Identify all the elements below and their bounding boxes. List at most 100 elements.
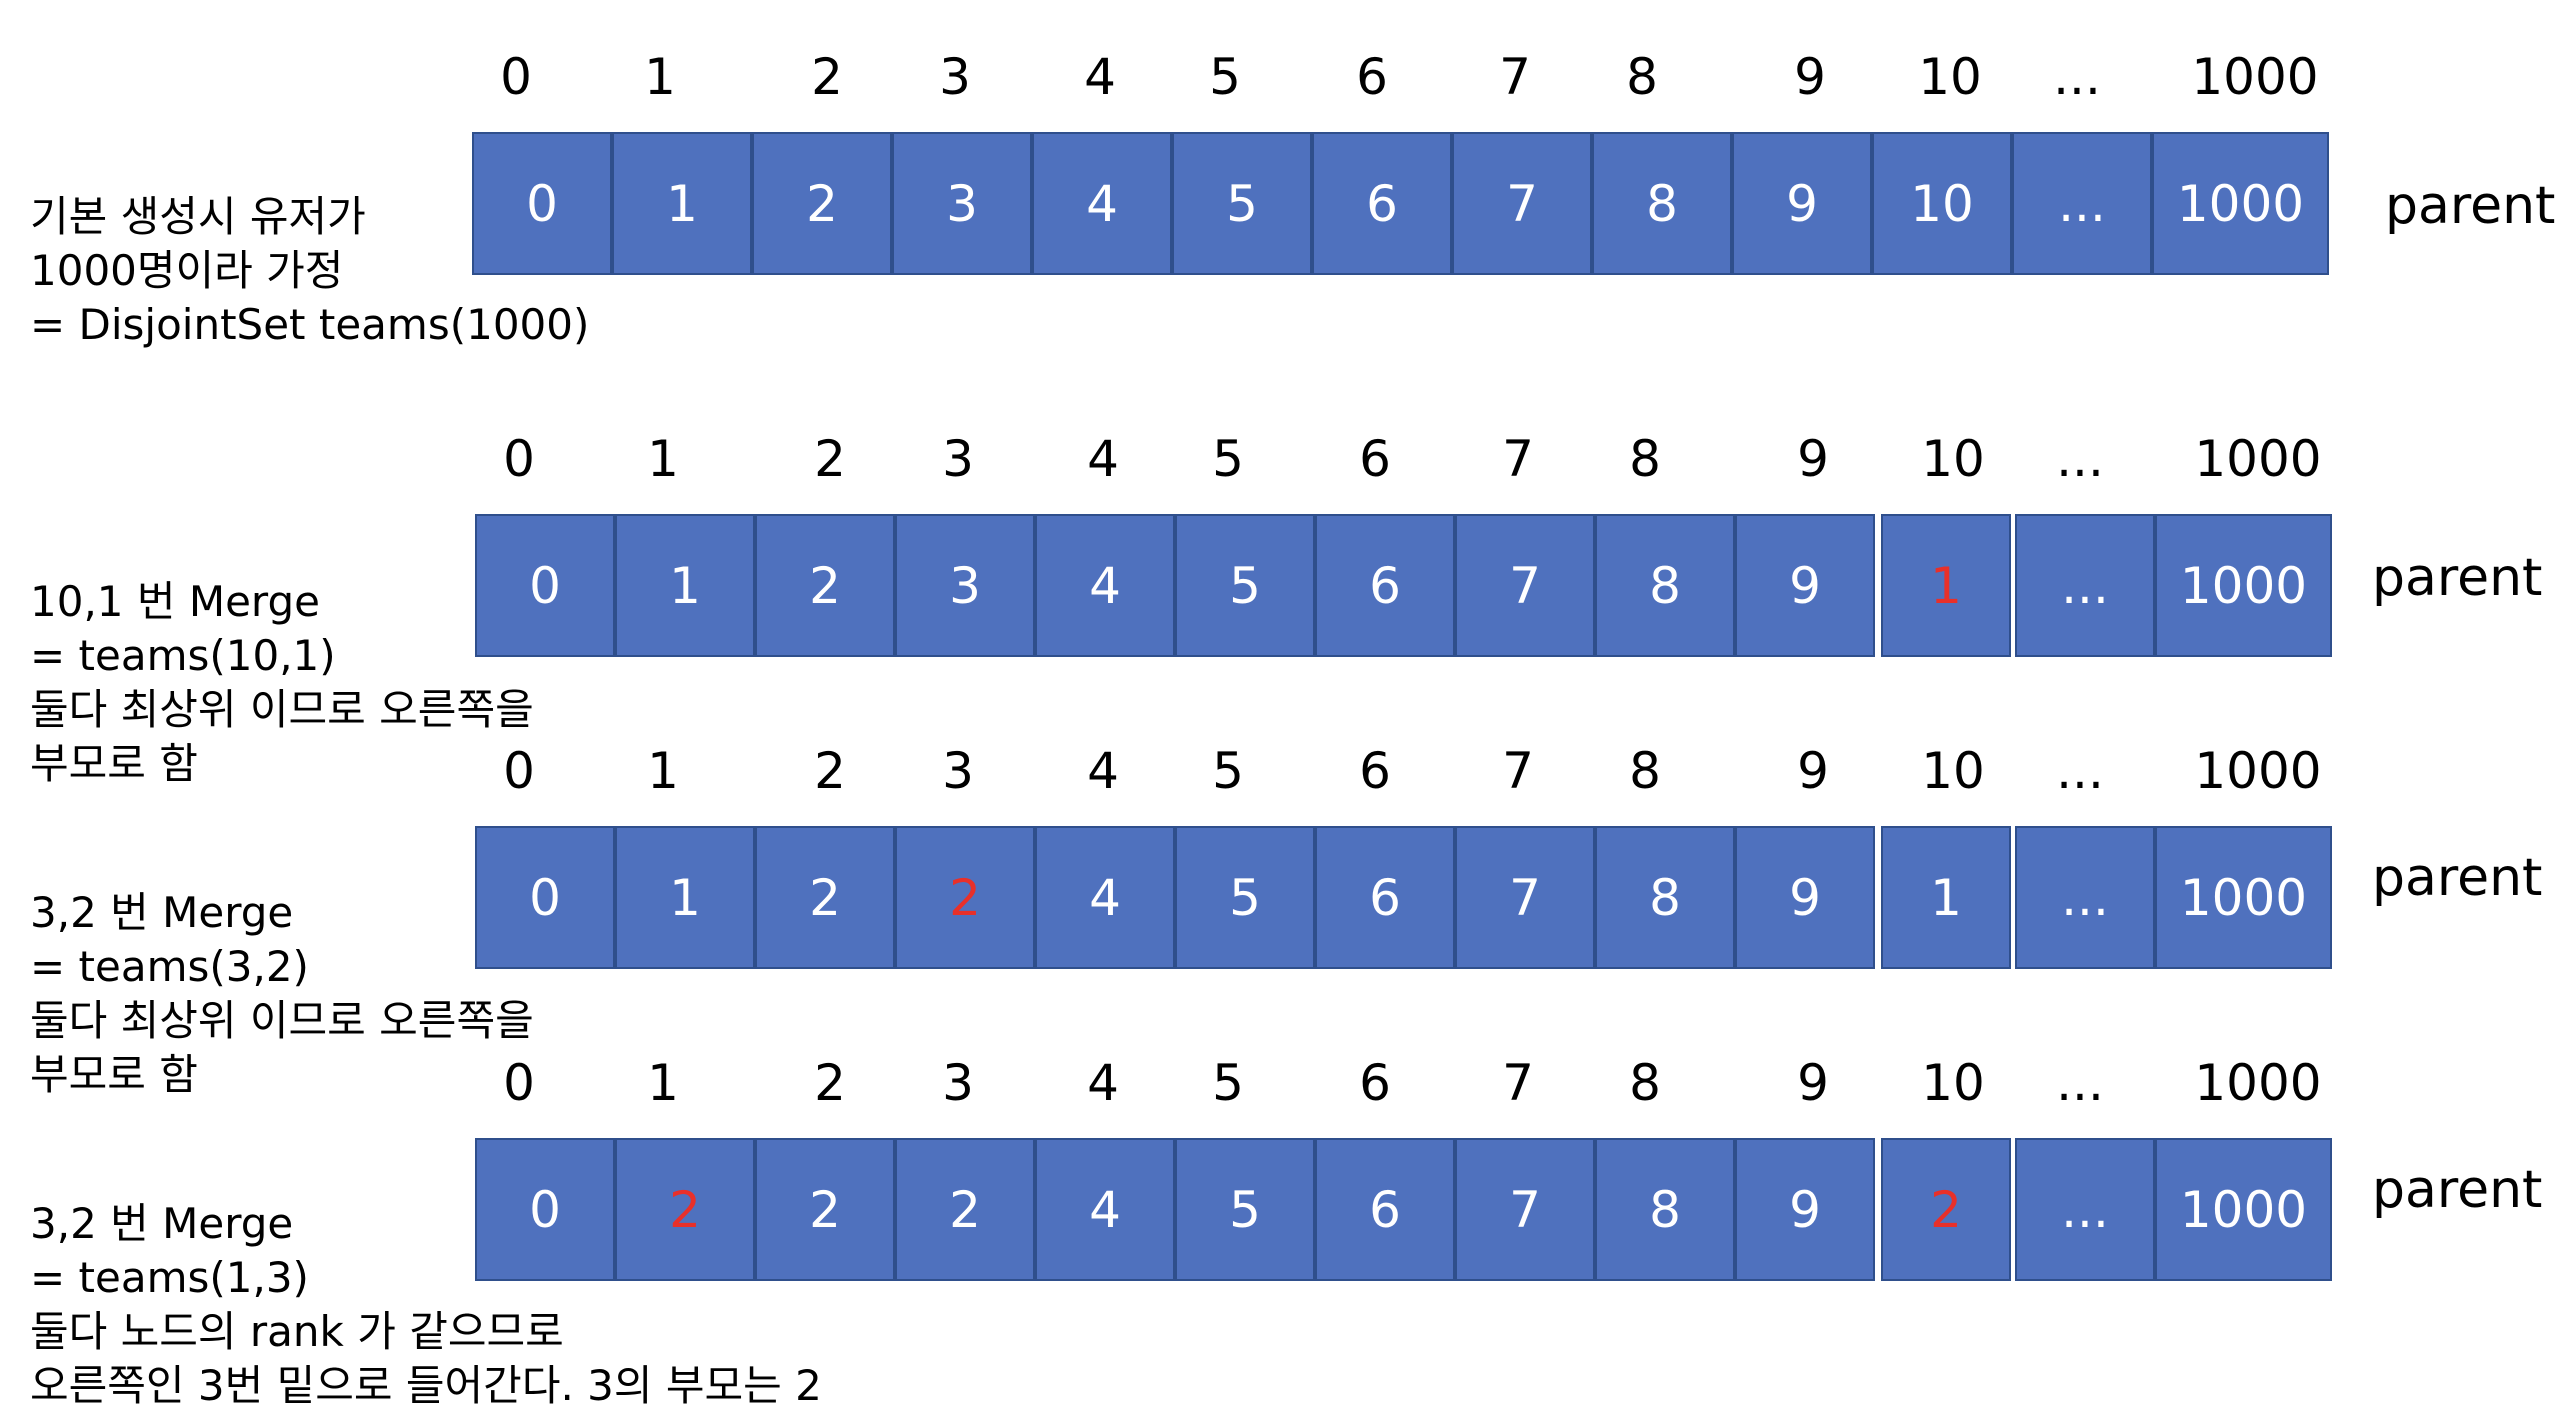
- operation-note: 10,1 번 Merge = teams(10,1) 둘다 최상위 이므로 오른쪽을…: [30, 575, 534, 791]
- parent-cell: 4: [1032, 132, 1172, 275]
- index-label: 3: [939, 48, 971, 106]
- note-line: 기본 생성시 유저가: [30, 192, 366, 241]
- parent-cell: ...: [2015, 826, 2155, 969]
- parent-array-label: parent: [2372, 1160, 2543, 1220]
- parent-cell: 9: [1735, 826, 1875, 969]
- index-label: 6: [1359, 1054, 1391, 1112]
- parent-cell: 8: [1592, 132, 1732, 275]
- note-line: 둘다 최상위 이므로 오른쪽을: [30, 685, 534, 734]
- index-label: 1000: [2194, 430, 2322, 488]
- operation-note: 3,2 번 Merge = teams(1,3) 둘다 노드의 rank 가 같으므…: [30, 1197, 822, 1413]
- note-line: 부모로 함: [30, 1050, 198, 1099]
- parent-cell: 8: [1595, 826, 1735, 969]
- operation-note: 3,2 번 Merge = teams(3,2) 둘다 최상위 이므로 오른쪽을 부모…: [30, 886, 534, 1102]
- note-line: = DisjointSet teams(1000): [30, 300, 590, 349]
- parent-cell: 4: [1035, 514, 1175, 657]
- note-line: 둘다 최상위 이므로 오른쪽을: [30, 996, 534, 1045]
- note-line: = teams(1,3): [30, 1253, 309, 1302]
- index-label: 9: [1797, 430, 1829, 488]
- note-line: = teams(10,1): [30, 631, 336, 680]
- parent-cell: 2: [1881, 1138, 2011, 1281]
- index-label: 4: [1084, 48, 1116, 106]
- note-line: 1000명이라 가정: [30, 246, 344, 295]
- index-label: ...: [2056, 742, 2104, 800]
- parent-cell: 1000: [2155, 1138, 2332, 1281]
- parent-cell: 7: [1452, 132, 1592, 275]
- parent-cell: 6: [1315, 514, 1455, 657]
- parent-cell: ...: [2012, 132, 2152, 275]
- parent-cell: 1: [615, 514, 755, 657]
- note-line: 부모로 함: [30, 739, 198, 788]
- parent-cell: 2: [755, 1138, 895, 1281]
- index-label: 1000: [2194, 1054, 2322, 1112]
- index-label: 2: [814, 1054, 846, 1112]
- index-label: 2: [814, 430, 846, 488]
- parent-cell: 4: [1035, 826, 1175, 969]
- index-label: 4: [1087, 430, 1119, 488]
- index-label: 10: [1921, 1054, 1985, 1112]
- note-line: 3,2 번 Merge: [30, 1199, 294, 1248]
- parent-cell: 1: [1881, 514, 2011, 657]
- parent-cell: 7: [1455, 514, 1595, 657]
- parent-cell: 1000: [2152, 132, 2329, 275]
- parent-cell: 0: [475, 1138, 615, 1281]
- index-label: ...: [2056, 430, 2104, 488]
- parent-array-label: parent: [2372, 548, 2543, 608]
- parent-cell: 6: [1315, 1138, 1455, 1281]
- parent-cell: 1: [615, 826, 755, 969]
- index-label: 5: [1212, 1054, 1244, 1112]
- parent-cell: 2: [895, 1138, 1035, 1281]
- parent-cell: 7: [1455, 1138, 1595, 1281]
- index-label: 0: [503, 1054, 535, 1112]
- note-line: 오른쪽인 3번 밑으로 들어간다. 3의 부모는 2: [30, 1361, 822, 1410]
- index-label: 2: [814, 742, 846, 800]
- parent-cell: 0: [475, 514, 615, 657]
- index-label: 9: [1797, 1054, 1829, 1112]
- index-label: 9: [1794, 48, 1826, 106]
- parent-cell: 2: [615, 1138, 755, 1281]
- parent-cell: 9: [1735, 1138, 1875, 1281]
- index-label: 7: [1502, 742, 1534, 800]
- index-label: 10: [1918, 48, 1982, 106]
- index-label: 1: [647, 430, 679, 488]
- note-line: 3,2 번 Merge: [30, 888, 294, 937]
- parent-cell: 1: [1881, 826, 2011, 969]
- parent-cell: 9: [1732, 132, 1872, 275]
- index-label: 7: [1502, 430, 1534, 488]
- index-label: 0: [500, 48, 532, 106]
- parent-array-label: parent: [2372, 848, 2543, 908]
- index-label: 0: [503, 430, 535, 488]
- parent-cell: 5: [1175, 514, 1315, 657]
- index-label: 8: [1629, 430, 1661, 488]
- parent-cell: 2: [895, 826, 1035, 969]
- parent-cell: 3: [892, 132, 1032, 275]
- parent-cell: 0: [472, 132, 612, 275]
- index-label: 5: [1212, 742, 1244, 800]
- parent-array-label: parent: [2385, 176, 2556, 236]
- index-label: 3: [942, 1054, 974, 1112]
- parent-cell: 10: [1872, 132, 2012, 275]
- parent-cell: 2: [755, 826, 895, 969]
- index-label: ...: [2056, 1054, 2104, 1112]
- index-label: 1: [644, 48, 676, 106]
- index-label: 10: [1921, 430, 1985, 488]
- parent-cell: 3: [895, 514, 1035, 657]
- index-label: 6: [1359, 430, 1391, 488]
- parent-cell: 4: [1035, 1138, 1175, 1281]
- parent-cell: 2: [755, 514, 895, 657]
- index-label: 7: [1502, 1054, 1534, 1112]
- index-label: 4: [1087, 1054, 1119, 1112]
- parent-cell: 0: [475, 826, 615, 969]
- parent-cell: 1: [612, 132, 752, 275]
- index-label: 1: [647, 1054, 679, 1112]
- parent-cell: ...: [2015, 1138, 2155, 1281]
- parent-cell: 1000: [2155, 514, 2332, 657]
- index-label: 5: [1209, 48, 1241, 106]
- parent-cell: 5: [1172, 132, 1312, 275]
- parent-cell: 8: [1595, 1138, 1735, 1281]
- parent-cell: 5: [1175, 826, 1315, 969]
- index-label: 1000: [2194, 742, 2322, 800]
